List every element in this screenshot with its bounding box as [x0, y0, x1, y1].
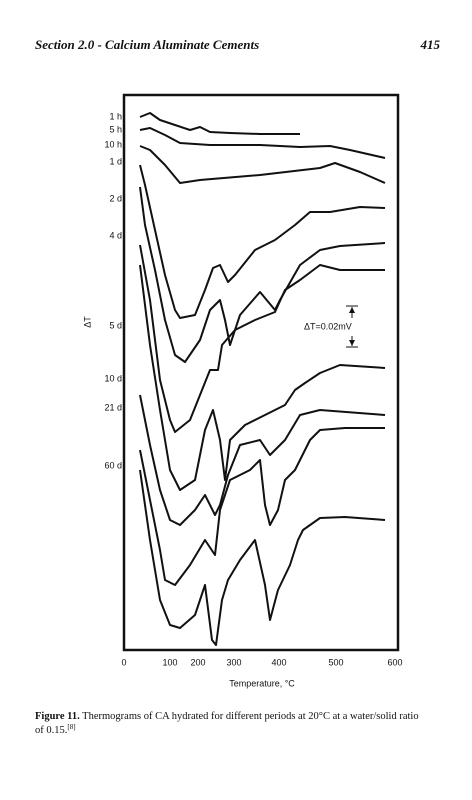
curve-label: 1 h — [109, 111, 122, 121]
caption-text2: of 0.15. — [35, 725, 67, 736]
caption-line2: of 0.15.[8] — [35, 723, 76, 737]
x-tick-label: 100 — [162, 657, 177, 667]
curve-label: 21 d — [104, 402, 122, 412]
curve-label: 60 d — [104, 460, 122, 470]
curve — [139, 469, 386, 646]
curve — [139, 244, 385, 433]
curve — [139, 186, 386, 363]
curve — [139, 264, 386, 491]
x-tick-label: 600 — [387, 657, 402, 667]
curve-label: 10 d — [104, 373, 122, 383]
y-axis-label: ΔT — [82, 316, 92, 328]
curve-label: 1 d — [109, 156, 122, 166]
scale-arrow — [349, 340, 355, 346]
curve — [139, 112, 300, 135]
page-number: 415 — [420, 37, 441, 52]
annotation: ΔT=0.02mV — [304, 321, 352, 331]
curve-labels: 1 h 5 h 10 h 1 d 2 d 4 d 5 d 10 d 21 d 6… — [104, 111, 122, 470]
x-tick-labels: 0 100 200 300 400 500 600 — [121, 657, 402, 667]
curve — [139, 127, 386, 159]
x-tick-label: 200 — [190, 657, 205, 667]
curve-label: 2 d — [109, 193, 122, 203]
curve — [139, 427, 385, 586]
section-title: Section 2.0 - Calcium Aluminate Cements — [35, 37, 259, 52]
curve-label: 10 h — [104, 139, 122, 149]
caption: Figure 11. Thermograms of CA hydrated fo… — [35, 711, 419, 722]
curve-label: 5 h — [109, 124, 122, 134]
figure-frame — [122, 93, 400, 652]
x-tick-label: 0 — [121, 657, 126, 667]
curve — [139, 164, 386, 319]
curve-label: 4 d — [109, 230, 122, 240]
caption-label: Figure 11. — [35, 711, 80, 722]
x-tick-label: 400 — [271, 657, 286, 667]
curve-label: 5 d — [109, 320, 122, 330]
x-axis-label: Temperature, °C — [229, 678, 295, 688]
caption-ref: [8] — [67, 723, 75, 731]
caption-text: Thermograms of CA hydrated for different… — [82, 711, 418, 722]
scale-bar — [346, 305, 358, 348]
x-tick-label: 500 — [328, 657, 343, 667]
curves — [139, 112, 386, 646]
x-tick-label: 300 — [226, 657, 241, 667]
curve — [139, 145, 386, 184]
curve — [139, 394, 386, 526]
